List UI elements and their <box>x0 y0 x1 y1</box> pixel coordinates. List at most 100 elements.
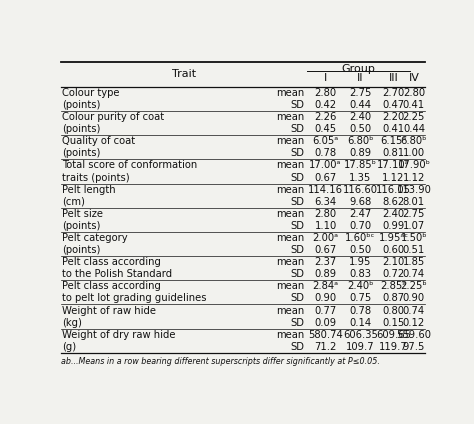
Text: 0.77: 0.77 <box>314 306 337 315</box>
Text: mean: mean <box>276 160 304 170</box>
Text: to the Polish Standard: to the Polish Standard <box>62 269 173 279</box>
Text: 0.42: 0.42 <box>315 100 337 110</box>
Text: 580.74: 580.74 <box>308 330 343 340</box>
Text: Total score of conformation: Total score of conformation <box>62 160 198 170</box>
Text: 1.12: 1.12 <box>403 173 425 182</box>
Text: 2.80: 2.80 <box>403 88 425 98</box>
Text: 2.20: 2.20 <box>383 112 405 122</box>
Text: 114.16: 114.16 <box>308 184 343 195</box>
Text: 2.80: 2.80 <box>315 88 337 98</box>
Text: 0.50: 0.50 <box>349 245 372 255</box>
Text: 109.7: 109.7 <box>346 342 375 352</box>
Text: 2.80: 2.80 <box>315 209 337 219</box>
Text: 2.84ᵃ: 2.84ᵃ <box>312 282 338 291</box>
Text: 1.85: 1.85 <box>403 257 425 267</box>
Text: 1.10: 1.10 <box>314 221 337 231</box>
Text: 116.05: 116.05 <box>376 184 411 195</box>
Text: mean: mean <box>276 112 304 122</box>
Text: 6.34: 6.34 <box>315 197 337 206</box>
Text: 0.44: 0.44 <box>349 100 372 110</box>
Text: 0.60: 0.60 <box>383 245 405 255</box>
Text: (points): (points) <box>62 245 100 255</box>
Text: SD: SD <box>290 221 304 231</box>
Text: 0.41: 0.41 <box>403 100 425 110</box>
Text: 0.70: 0.70 <box>349 221 372 231</box>
Text: Pelt length: Pelt length <box>62 184 116 195</box>
Text: 0.72: 0.72 <box>383 269 405 279</box>
Text: 0.15: 0.15 <box>383 318 405 328</box>
Text: to pelt lot grading guidelines: to pelt lot grading guidelines <box>62 293 207 304</box>
Text: mean: mean <box>276 136 304 146</box>
Text: 1.95: 1.95 <box>349 257 372 267</box>
Text: 0.51: 0.51 <box>403 245 425 255</box>
Text: 97.5: 97.5 <box>403 342 425 352</box>
Text: I: I <box>324 73 327 83</box>
Text: mean: mean <box>276 330 304 340</box>
Text: 17.10ᵃ: 17.10ᵃ <box>377 160 410 170</box>
Text: 0.47: 0.47 <box>383 100 405 110</box>
Text: Group: Group <box>342 64 375 74</box>
Text: 0.50: 0.50 <box>349 124 372 134</box>
Text: 0.78: 0.78 <box>349 306 372 315</box>
Text: 2.70: 2.70 <box>383 88 405 98</box>
Text: mean: mean <box>276 88 304 98</box>
Text: 1.00: 1.00 <box>403 148 425 158</box>
Text: 6.05ᵃ: 6.05ᵃ <box>312 136 339 146</box>
Text: (points): (points) <box>62 124 100 134</box>
Text: 0.44: 0.44 <box>403 124 425 134</box>
Text: SD: SD <box>290 342 304 352</box>
Text: 0.67: 0.67 <box>314 245 337 255</box>
Text: 2.26: 2.26 <box>314 112 337 122</box>
Text: 1.07: 1.07 <box>403 221 425 231</box>
Text: 0.41: 0.41 <box>383 124 405 134</box>
Text: 2.25ᵇ: 2.25ᵇ <box>401 282 427 291</box>
Text: SD: SD <box>290 100 304 110</box>
Text: 2.40: 2.40 <box>349 112 372 122</box>
Text: 0.75: 0.75 <box>349 293 372 304</box>
Text: 1.35: 1.35 <box>349 173 372 182</box>
Text: 0.90: 0.90 <box>315 293 337 304</box>
Text: 0.67: 0.67 <box>314 173 337 182</box>
Text: (points): (points) <box>62 100 100 110</box>
Text: Weight of dry raw hide: Weight of dry raw hide <box>62 330 176 340</box>
Text: 0.09: 0.09 <box>315 318 337 328</box>
Text: 17.00ᵃ: 17.00ᵃ <box>310 160 342 170</box>
Text: SD: SD <box>290 245 304 255</box>
Text: 2.00ᵃ: 2.00ᵃ <box>312 233 338 243</box>
Text: Colour purity of coat: Colour purity of coat <box>62 112 164 122</box>
Text: mean: mean <box>276 184 304 195</box>
Text: mean: mean <box>276 209 304 219</box>
Text: Quality of coat: Quality of coat <box>62 136 135 146</box>
Text: Pelt class according: Pelt class according <box>62 257 161 267</box>
Text: 0.14: 0.14 <box>349 318 372 328</box>
Text: 559.60: 559.60 <box>396 330 431 340</box>
Text: (points): (points) <box>62 148 100 158</box>
Text: 2.10: 2.10 <box>383 257 405 267</box>
Text: 0.74: 0.74 <box>403 269 425 279</box>
Text: Weight of raw hide: Weight of raw hide <box>62 306 156 315</box>
Text: 0.87: 0.87 <box>383 293 405 304</box>
Text: 6.80ᵇ: 6.80ᵇ <box>401 136 427 146</box>
Text: (kg): (kg) <box>62 318 82 328</box>
Text: II: II <box>357 73 364 83</box>
Text: 2.40ᵇ: 2.40ᵇ <box>347 282 374 291</box>
Text: SD: SD <box>290 318 304 328</box>
Text: 8.01: 8.01 <box>403 197 425 206</box>
Text: 0.83: 0.83 <box>349 269 372 279</box>
Text: Pelt size: Pelt size <box>62 209 103 219</box>
Text: 609.65: 609.65 <box>376 330 411 340</box>
Text: 6.80ᵇ: 6.80ᵇ <box>347 136 374 146</box>
Text: Trait: Trait <box>172 69 196 79</box>
Text: Pelt category: Pelt category <box>62 233 128 243</box>
Text: (cm): (cm) <box>62 197 85 206</box>
Text: 0.90: 0.90 <box>403 293 425 304</box>
Text: 606.35: 606.35 <box>343 330 378 340</box>
Text: IV: IV <box>409 73 419 83</box>
Text: 9.68: 9.68 <box>349 197 372 206</box>
Text: SD: SD <box>290 293 304 304</box>
Text: 0.45: 0.45 <box>315 124 337 134</box>
Text: 0.78: 0.78 <box>315 148 337 158</box>
Text: 0.81: 0.81 <box>383 148 405 158</box>
Text: mean: mean <box>276 233 304 243</box>
Text: 0.74: 0.74 <box>403 306 425 315</box>
